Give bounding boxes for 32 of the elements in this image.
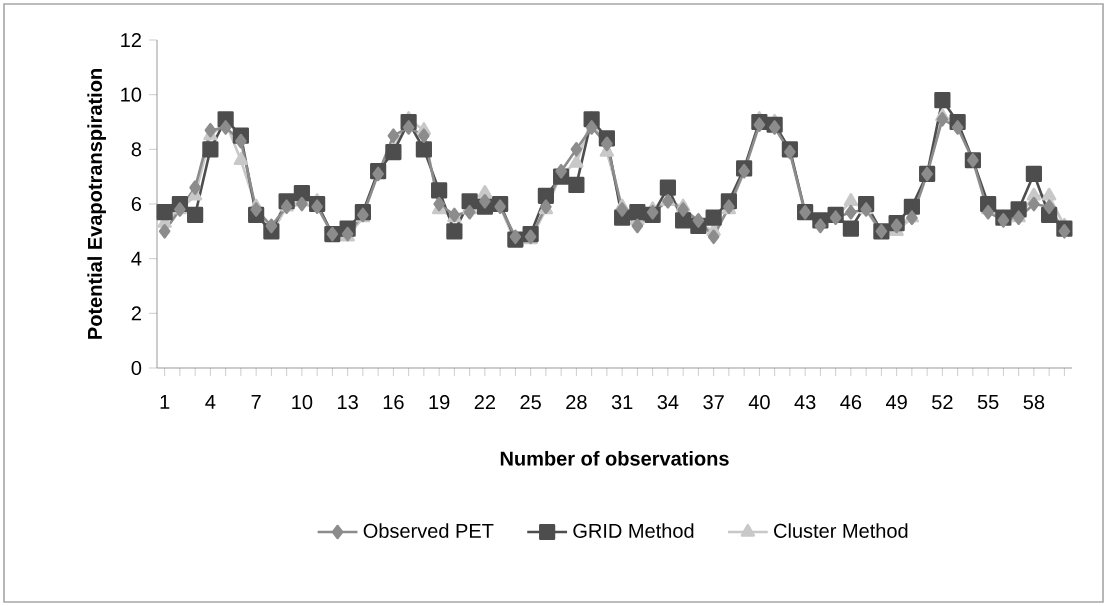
x-tick-label: 28	[566, 395, 587, 410]
x-tick-label: 43	[794, 395, 816, 410]
x-tick-label: 1	[160, 395, 170, 409]
y-tick-label: 6	[131, 196, 142, 212]
x-tick-label: 31	[611, 395, 633, 410]
x-tick-label: 13	[338, 395, 358, 410]
x-tick-label: 58	[1023, 395, 1045, 410]
legend-label: Observed PET	[363, 523, 494, 538]
x-axis-title: Number of observations	[500, 450, 729, 466]
x-tick-label: 22	[474, 395, 496, 410]
x-tick-label: 16	[383, 395, 404, 410]
y-tick-label: 4	[131, 251, 142, 266]
y-tick-label: 2	[131, 306, 141, 321]
x-tick-label: 34	[657, 395, 679, 410]
x-tick-label: 4	[205, 395, 216, 409]
y-tick-label: 12	[121, 33, 141, 47]
legend-label: Cluster Method	[774, 523, 908, 538]
x-tick-label: 55	[977, 395, 999, 410]
x-tick-label: 10	[292, 395, 313, 410]
x-tick-label: 46	[840, 395, 862, 410]
x-tick-label: 7	[251, 395, 261, 409]
x-tick-label: 52	[932, 395, 953, 410]
x-tick-label: 37	[703, 395, 724, 410]
x-tick-label: 25	[520, 395, 541, 410]
x-tick-label: 49	[885, 395, 907, 410]
x-tick-label: 19	[429, 395, 450, 410]
legend-label: GRID Method	[573, 523, 694, 538]
y-axis-title: Potential Evapotranspiration	[87, 69, 106, 339]
y-tick-label: 0	[131, 360, 142, 376]
y-tick-label: 8	[131, 142, 142, 157]
y-tick-label: 10	[121, 87, 142, 102]
x-tick-label: 40	[748, 395, 770, 410]
